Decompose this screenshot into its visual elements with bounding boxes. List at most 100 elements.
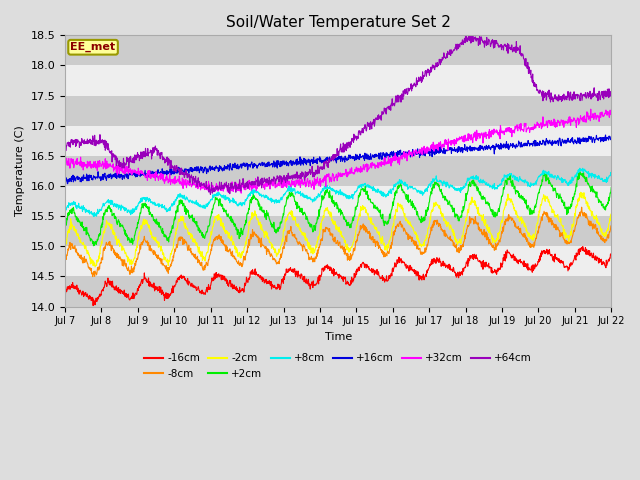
-2cm [91, 264, 99, 270]
+16cm [602, 132, 609, 138]
-16cm [579, 244, 587, 250]
+32cm [244, 181, 252, 187]
-16cm [244, 279, 252, 285]
-2cm [577, 190, 584, 195]
-8cm [61, 257, 69, 263]
+32cm [495, 130, 502, 136]
Bar [65, 246, 611, 276]
+16cm [183, 167, 191, 173]
Bar [65, 65, 611, 96]
-2cm [495, 236, 502, 241]
Legend: -16cm, -8cm, -2cm, +2cm, +8cm, +16cm, +32cm, +64cm: -16cm, -8cm, -2cm, +2cm, +8cm, +16cm, +3… [140, 349, 536, 383]
+32cm [607, 109, 615, 115]
+16cm [495, 142, 502, 147]
-2cm [183, 226, 191, 231]
+64cm [207, 192, 214, 197]
-16cm [423, 270, 431, 276]
+2cm [543, 171, 550, 177]
-16cm [495, 267, 502, 273]
-8cm [543, 209, 550, 215]
+8cm [495, 182, 502, 188]
+64cm [182, 172, 190, 178]
-16cm [607, 251, 615, 257]
+64cm [61, 142, 69, 147]
-2cm [61, 247, 69, 253]
Line: -2cm: -2cm [65, 192, 611, 267]
X-axis label: Time: Time [324, 332, 352, 342]
+2cm [170, 221, 177, 227]
-2cm [607, 211, 615, 216]
-2cm [543, 194, 550, 200]
Line: +32cm: +32cm [65, 109, 611, 193]
-8cm [89, 274, 97, 279]
-8cm [607, 223, 615, 228]
+16cm [607, 134, 615, 140]
+16cm [423, 147, 431, 153]
+16cm [64, 181, 72, 187]
+8cm [170, 201, 177, 207]
+64cm [244, 186, 252, 192]
+2cm [423, 208, 431, 214]
-8cm [183, 242, 191, 248]
+8cm [543, 169, 550, 175]
-16cm [170, 286, 177, 291]
-16cm [61, 291, 69, 297]
+32cm [61, 161, 69, 167]
+8cm [576, 165, 584, 171]
+64cm [495, 45, 503, 50]
+32cm [587, 106, 595, 112]
+2cm [576, 169, 584, 175]
-8cm [244, 245, 252, 251]
+8cm [61, 207, 69, 213]
-2cm [170, 241, 177, 247]
+64cm [543, 90, 551, 96]
+32cm [182, 185, 190, 191]
Bar [65, 156, 611, 186]
Line: -8cm: -8cm [65, 207, 611, 276]
+2cm [244, 211, 252, 216]
+64cm [469, 29, 477, 35]
Bar [65, 216, 611, 246]
+2cm [607, 185, 615, 191]
Line: +64cm: +64cm [65, 32, 611, 194]
Line: +8cm: +8cm [65, 168, 611, 216]
-2cm [423, 233, 431, 239]
+2cm [183, 208, 191, 214]
+32cm [423, 144, 431, 150]
-8cm [578, 204, 586, 210]
-16cm [543, 246, 550, 252]
Bar [65, 96, 611, 126]
Bar [65, 36, 611, 65]
Bar [65, 276, 611, 307]
+8cm [423, 189, 431, 194]
+8cm [607, 173, 615, 179]
+32cm [237, 190, 245, 196]
+8cm [244, 192, 252, 198]
-16cm [89, 303, 97, 309]
Line: +16cm: +16cm [65, 135, 611, 184]
+2cm [495, 205, 502, 211]
+32cm [543, 118, 550, 124]
Line: +2cm: +2cm [65, 172, 611, 246]
+16cm [543, 138, 550, 144]
Bar [65, 126, 611, 156]
+16cm [61, 178, 69, 184]
Bar [65, 186, 611, 216]
-8cm [423, 242, 431, 248]
+2cm [90, 243, 97, 249]
-16cm [183, 277, 191, 283]
Text: EE_met: EE_met [70, 42, 116, 52]
Title: Soil/Water Temperature Set 2: Soil/Water Temperature Set 2 [226, 15, 451, 30]
Line: -16cm: -16cm [65, 247, 611, 306]
-8cm [170, 255, 177, 261]
+2cm [61, 225, 69, 231]
+64cm [423, 70, 431, 75]
Y-axis label: Temperature (C): Temperature (C) [15, 126, 25, 216]
+8cm [183, 196, 191, 202]
-2cm [244, 231, 252, 237]
-8cm [495, 241, 502, 247]
+64cm [170, 164, 177, 169]
+64cm [607, 88, 615, 94]
+32cm [170, 180, 177, 185]
+8cm [90, 214, 98, 219]
